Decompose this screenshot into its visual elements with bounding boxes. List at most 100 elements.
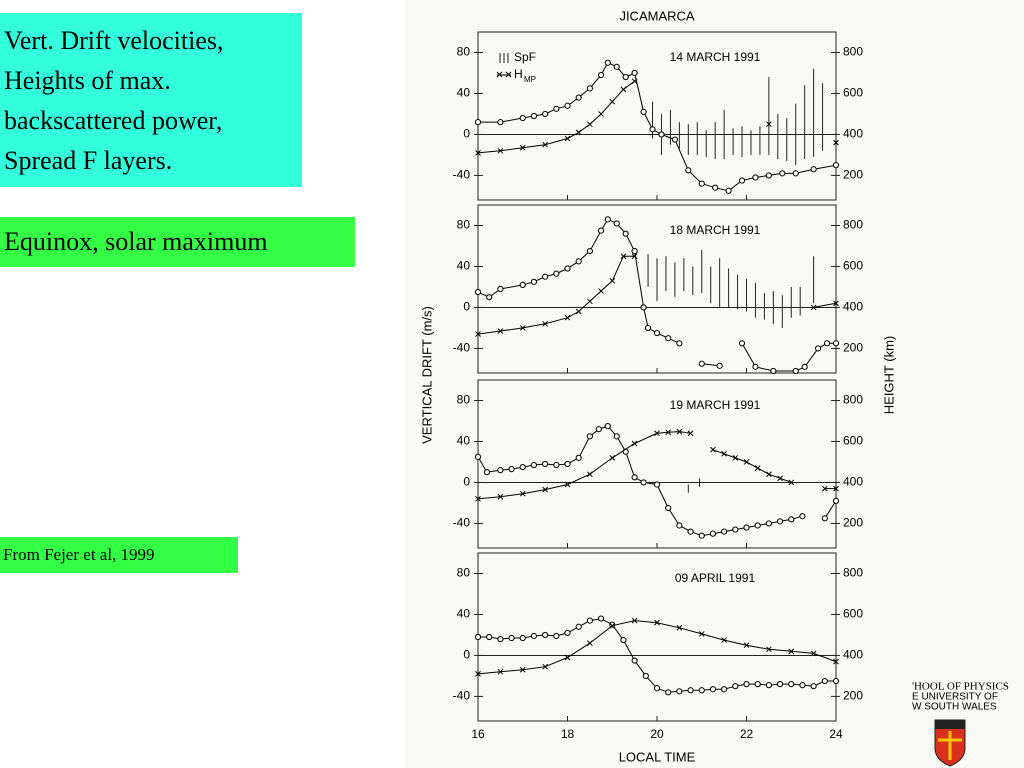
panel-title: 19 MARCH 1991 (670, 398, 761, 412)
point (649, 126, 656, 133)
point (779, 170, 786, 177)
point (530, 632, 538, 640)
point (776, 681, 784, 688)
panel: -40 0 40 80 200 400 600 800 18 MARCH 1991 (453, 204, 863, 375)
point (519, 144, 526, 151)
point (587, 471, 593, 478)
point (658, 131, 665, 138)
point (709, 686, 717, 693)
y-tick-label: 0 (463, 648, 470, 662)
point (595, 426, 602, 433)
point (640, 108, 647, 116)
point (766, 121, 772, 128)
point (586, 85, 593, 92)
panel-title: 18 MARCH 1991 (670, 223, 761, 237)
x-tick-label: 16 (471, 727, 485, 741)
point (698, 532, 705, 539)
y-tick-label: 80 (457, 218, 471, 232)
point (792, 170, 799, 177)
point (564, 629, 571, 637)
point (497, 285, 504, 293)
point (709, 530, 717, 537)
point (765, 682, 772, 689)
point (754, 465, 761, 471)
point (474, 288, 482, 296)
point (575, 129, 582, 136)
point (721, 450, 727, 457)
point (597, 71, 605, 79)
point (530, 112, 538, 120)
point (721, 637, 727, 643)
point (486, 294, 493, 301)
point (575, 94, 582, 101)
legend-label-sub: MP (524, 75, 536, 84)
point (833, 139, 839, 146)
point (474, 119, 482, 126)
point (508, 466, 515, 473)
point (687, 528, 694, 535)
y-tick-label: -40 (453, 516, 471, 530)
point (799, 682, 806, 689)
point (486, 633, 493, 641)
point (640, 304, 647, 311)
point (542, 663, 548, 670)
point (653, 685, 661, 692)
point (810, 304, 817, 311)
point (631, 657, 638, 664)
point (732, 455, 739, 461)
point (743, 681, 750, 688)
y2-tick-label: 600 (843, 259, 863, 273)
point (832, 340, 840, 347)
point (519, 666, 526, 673)
y2-tick-label: 600 (843, 434, 863, 448)
point (810, 683, 817, 690)
point (665, 689, 672, 696)
point (821, 515, 828, 522)
y2-tick-label: 600 (843, 607, 863, 621)
point (598, 288, 604, 294)
point (542, 320, 548, 327)
point (698, 687, 705, 694)
x-tick-label: 22 (740, 727, 754, 741)
point (788, 479, 795, 486)
point (542, 486, 548, 493)
point (792, 367, 799, 375)
point (644, 324, 652, 332)
x-tick-label: 18 (561, 727, 575, 741)
point (631, 69, 638, 77)
y-tick-label: 80 (457, 566, 471, 580)
y2-tick-label: 200 (843, 341, 863, 355)
point (564, 654, 571, 661)
point (821, 677, 828, 685)
point (598, 111, 604, 117)
point (832, 162, 840, 169)
point (765, 172, 772, 179)
point (497, 493, 504, 500)
point (801, 363, 808, 370)
point (642, 672, 649, 680)
y-tick-label: 40 (457, 434, 471, 448)
point (631, 247, 638, 255)
point (766, 471, 772, 478)
y2-tick-label: 400 (843, 475, 863, 489)
figure-title: JICAMARCA (619, 8, 694, 23)
figure-background (405, 0, 1024, 768)
point (631, 474, 638, 481)
point (475, 150, 481, 156)
text-box (0, 13, 302, 187)
point (620, 636, 627, 644)
y2-axis-label: HEIGHT (km) (881, 336, 896, 414)
y2-tick-label: 800 (843, 218, 863, 232)
point (519, 114, 526, 122)
point (586, 247, 593, 255)
point (475, 495, 481, 502)
y-tick-label: 80 (457, 393, 471, 407)
box-line: Heights of max. (4, 66, 171, 95)
point (698, 180, 705, 187)
point (575, 454, 582, 461)
point (530, 461, 538, 469)
point (564, 135, 571, 142)
point (752, 363, 759, 370)
point (613, 63, 620, 70)
